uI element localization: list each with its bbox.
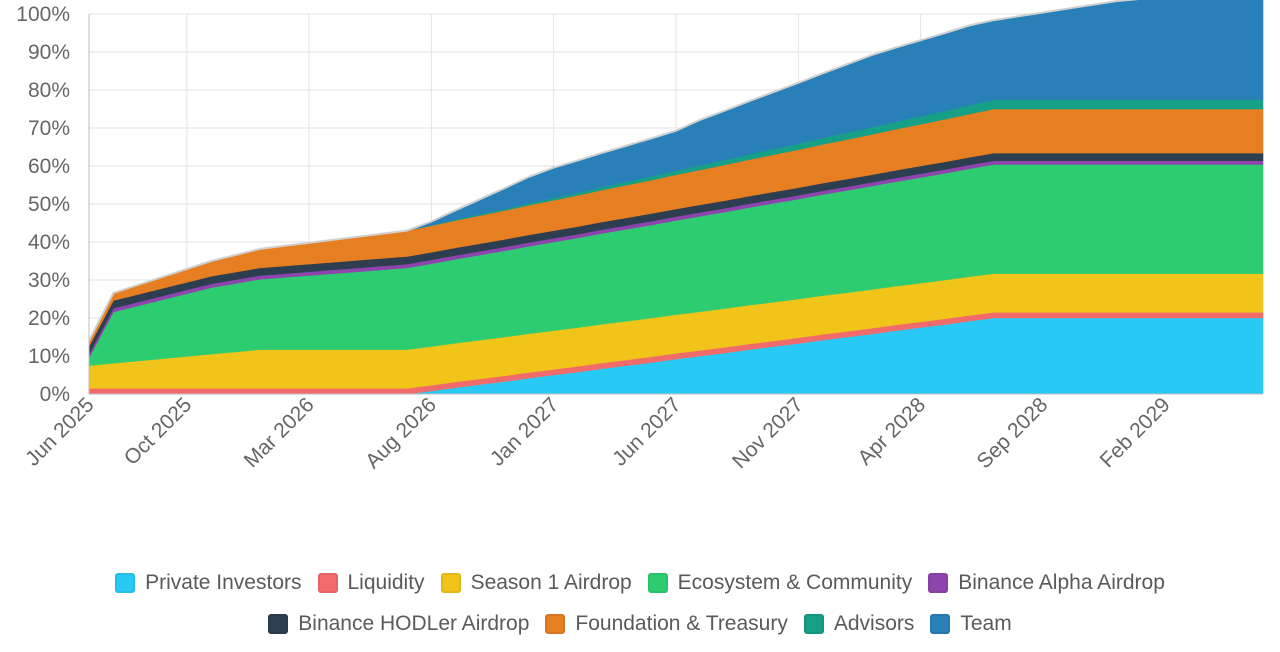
legend-label: Binance Alpha Airdrop [958,570,1165,594]
legend-label: Liquidity [347,570,425,594]
stack-top-outline [88,0,1139,342]
x-tick-label: Apr 2028 [854,393,931,470]
x-tick-label: Mar 2026 [240,393,319,472]
legend-label: Advisors [833,611,915,635]
x-tick-label: Feb 2029 [1096,393,1175,472]
legend-item-ecosystem-community[interactable]: Ecosystem & Community [647,570,913,595]
legend-item-binance-alpha-airdrop[interactable]: Binance Alpha Airdrop [928,571,1165,595]
legend-label: Private Investors [145,570,302,594]
y-tick-label: 20% [28,307,70,330]
y-tick-label: 50% [28,193,70,216]
y-tick-label: 90% [28,41,70,64]
legend-row: Private Investors Liquidity Season 1 Airdr… [0,562,1280,603]
legend-swatch [115,572,136,593]
legend-item-foundation-treasury[interactable]: Foundation & Treasury [545,611,788,636]
legend-label: Team [960,611,1012,635]
x-tick-label: Jan 2027 [486,393,563,470]
y-tick-label: 30% [28,269,70,292]
chart-plot: 0% 10% 20% 30% 40% 50% 60% 70% 80% 90% 100% Jun 202… [16,0,1264,473]
x-tick-label: Jun 2027 [608,393,685,470]
legend-swatch [803,613,824,634]
legend-swatch [647,572,668,593]
x-tick-label: Sep 2028 [973,393,1053,473]
y-tick-label: 40% [28,231,70,254]
chart-legend: Private Investors Liquidity Season 1 Airdr… [0,562,1280,644]
legend-swatch [930,613,951,634]
legend-label: Season 1 Airdrop [470,570,632,594]
legend-swatch [928,572,949,593]
legend-label: Foundation & Treasury [575,611,788,635]
legend-item-liquidity[interactable]: Liquidity [317,570,425,595]
x-tick-label: Nov 2027 [728,393,808,473]
legend-swatch [268,613,289,634]
legend-row: Binance HODLer Airdrop Foundation & Treas… [0,603,1280,644]
legend-swatch [440,572,461,593]
legend-item-season-1-airdrop[interactable]: Season 1 Airdrop [440,570,632,595]
legend-item-team[interactable]: Team [930,611,1012,636]
y-tick-label: 100% [16,3,70,26]
legend-swatch [545,613,566,634]
legend-swatch [317,572,338,593]
legend-label: Binance HODLer Airdrop [298,611,530,635]
y-tick-label: 80% [28,79,70,102]
y-tick-label: 60% [28,155,70,178]
x-tick-label: Oct 2025 [120,393,197,470]
y-tick-label: 70% [28,117,70,140]
legend-label: Ecosystem & Community [677,570,913,594]
y-tick-label: 0% [40,383,70,406]
legend-item-private-investors[interactable]: Private Investors [115,570,302,595]
y-tick-label: 10% [28,345,70,368]
legend-item-advisors[interactable]: Advisors [803,611,915,636]
x-tick-label: Aug 2026 [361,393,441,473]
legend-item-binance-hodler-airdrop[interactable]: Binance HODLer Airdrop [268,612,529,636]
